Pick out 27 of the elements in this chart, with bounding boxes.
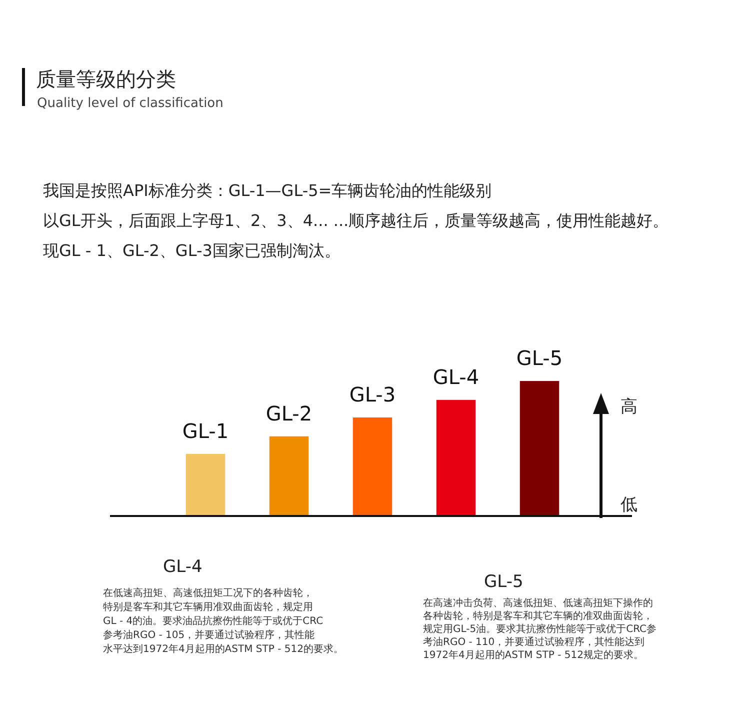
x-tick-label: GL-1 [182, 418, 229, 443]
x-tick-label: GL-3 [349, 382, 396, 406]
annotation: 高 [620, 397, 638, 417]
text: GL-5 [484, 572, 524, 592]
text: 特别是客车和其它车辆用准双曲面齿轮，规定用 [103, 601, 313, 613]
text: 以GL开头，后面跟上字母1、2、3、4... ...顺序越往后，质量等级越高，使用性能越好。 [43, 211, 669, 230]
bar [269, 436, 309, 516]
text: 规定用GL-5油。要求其抗擦伤性能等于或优于CRC参 [423, 623, 657, 635]
chart-subtitle: Quality level of classification [37, 96, 224, 111]
text: GL - 4的油。要求油品抗擦伤性能等于或优于CRC [103, 615, 324, 627]
text: 现GL - 1、GL-2、GL-3国家已强制淘汰。 [43, 241, 340, 260]
text: 在低速高扭矩、高速低扭矩工况下的各种齿轮， [103, 587, 313, 599]
text: 水平达到1972年4月起用的ASTM STP - 512的要求。 [103, 643, 344, 655]
text: 我国是按照API标准分类：GL-1—GL-5=车辆齿轮油的性能级别 [43, 181, 492, 200]
x-tick-label: GL-2 [266, 401, 312, 426]
chart-title: 质量等级的分类 [36, 67, 176, 91]
text: 1972年4月起用的ASTM STP - 512规定的要求。 [423, 649, 644, 661]
text: 考油RGO - 110，并要通过试验程序，其性能达到 [423, 636, 645, 648]
text: GL-4 [163, 557, 202, 577]
annotation: 低 [620, 495, 638, 515]
bar [352, 417, 392, 516]
text: 在高速冲击负荷、高速低扭矩、低速高扭矩下操作的 [423, 597, 653, 609]
bar [520, 381, 560, 516]
bar [186, 454, 226, 516]
text: 参考油RGO - 105，并要通过试验程序，其性能 [103, 629, 315, 641]
bar [436, 400, 476, 516]
text: 各种齿轮，特别是客车和其它车辆的准双曲面齿轮， [423, 610, 653, 622]
